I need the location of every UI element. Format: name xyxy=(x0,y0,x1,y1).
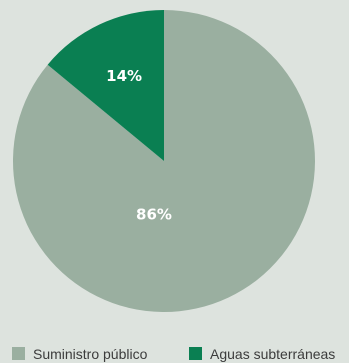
pie-slice-0 xyxy=(13,10,315,312)
pie-slice-1 xyxy=(47,10,165,161)
pie-slice-label-1: 14% xyxy=(106,67,142,85)
pie-chart: 86% 14% xyxy=(13,10,315,312)
pie-slice-label-0: 86% xyxy=(136,206,172,224)
legend-item-aguas-subterraneas: Aguas subterráneas xyxy=(189,344,335,363)
legend: Suministro público Aguas subterráneas xyxy=(0,344,349,363)
legend-swatch-suministro-publico xyxy=(12,347,25,360)
legend-item-suministro-publico: Suministro público xyxy=(12,344,147,363)
legend-label-suministro-publico: Suministro público xyxy=(33,345,148,362)
legend-swatch-aguas-subterraneas xyxy=(189,347,202,360)
legend-label-aguas-subterraneas: Aguas subterráneas xyxy=(210,345,336,362)
